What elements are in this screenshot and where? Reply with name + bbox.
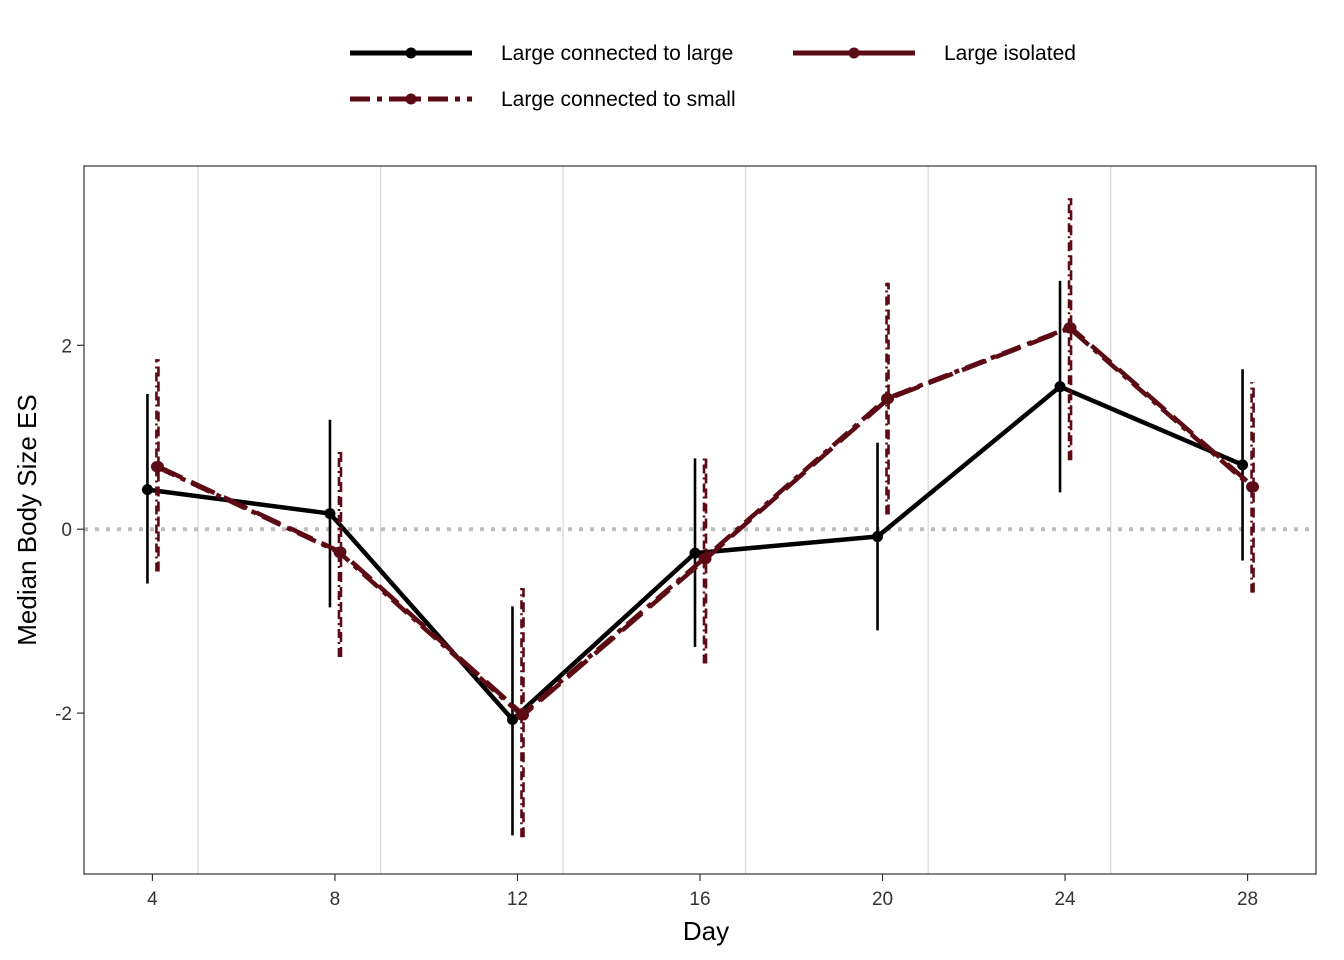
x-tick-label-20: 20 [872, 889, 893, 910]
x-tick-label-12: 12 [507, 889, 528, 910]
legend-swatch-point-series-1 [405, 47, 417, 59]
series-layer [141, 198, 1260, 838]
point-series-1-day-12 [506, 714, 518, 726]
point-series-1-day-16 [689, 547, 701, 559]
point-series-3-day-28 [1246, 481, 1258, 493]
legend: Large connected to large Large isolated … [350, 42, 1076, 111]
legend-swatch-point-series-3 [405, 93, 417, 105]
x-tick-label-4: 4 [147, 889, 158, 910]
x-tick-label-28: 28 [1237, 889, 1258, 910]
point-series-1-day-4 [141, 484, 153, 496]
point-series-1-day-8 [324, 508, 336, 520]
y-tick-label-1: 0 [61, 520, 72, 541]
legend-label-series-1: Large connected to large [501, 42, 733, 65]
y-axis-title: Median Body Size ES [12, 394, 42, 645]
series-3 [150, 198, 1258, 838]
point-series-3-day-8 [333, 546, 345, 558]
point-series-3-day-20 [881, 393, 893, 405]
x-tick-label-8: 8 [330, 889, 341, 910]
point-series-3-day-24 [1063, 322, 1075, 334]
series-1 [141, 280, 1249, 836]
x-axis: 4 8 12 16 20 24 28 [147, 874, 1258, 910]
point-series-1-day-20 [872, 531, 884, 543]
point-series-3-day-16 [698, 553, 710, 565]
y-axis: -2 0 2 [55, 336, 84, 725]
y-tick-label-2: 2 [61, 336, 72, 357]
legend-swatch-point-series-2 [848, 47, 860, 59]
legend-label-series-2: Large isolated [944, 42, 1076, 65]
x-tick-label-16: 16 [689, 889, 710, 910]
point-series-3-day-4 [150, 461, 162, 473]
y-tick-label-0: -2 [55, 704, 72, 725]
point-series-3-day-12 [515, 709, 527, 721]
point-series-1-day-24 [1054, 381, 1066, 393]
x-tick-label-24: 24 [1054, 889, 1076, 910]
legend-label-series-3: Large connected to small [501, 88, 736, 111]
x-axis-title: Day [683, 916, 729, 946]
point-series-1-day-28 [1237, 459, 1249, 471]
